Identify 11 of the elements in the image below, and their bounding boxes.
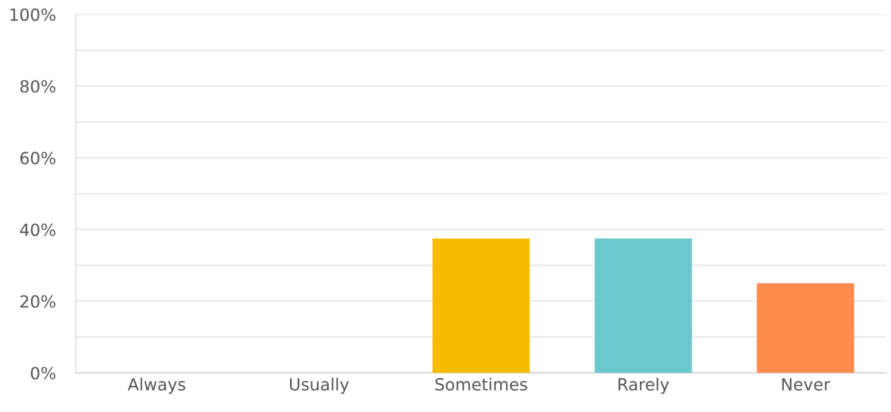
x-tick-label: Always <box>128 378 186 394</box>
y-tick-label: 20% <box>20 295 56 308</box>
x-tick-label: Rarely <box>618 378 670 394</box>
y-tick-label: 80% <box>20 80 56 93</box>
y-tick-label: 40% <box>20 223 56 236</box>
y-tick-label: 0% <box>30 366 56 380</box>
y-tick-label: 100% <box>10 8 56 21</box>
x-tick-label: Sometimes <box>435 378 528 391</box>
x-tick-label: Never <box>782 378 830 391</box>
y-tick-label: 60% <box>20 152 56 164</box>
x-tick-label: Usually <box>290 378 349 394</box>
